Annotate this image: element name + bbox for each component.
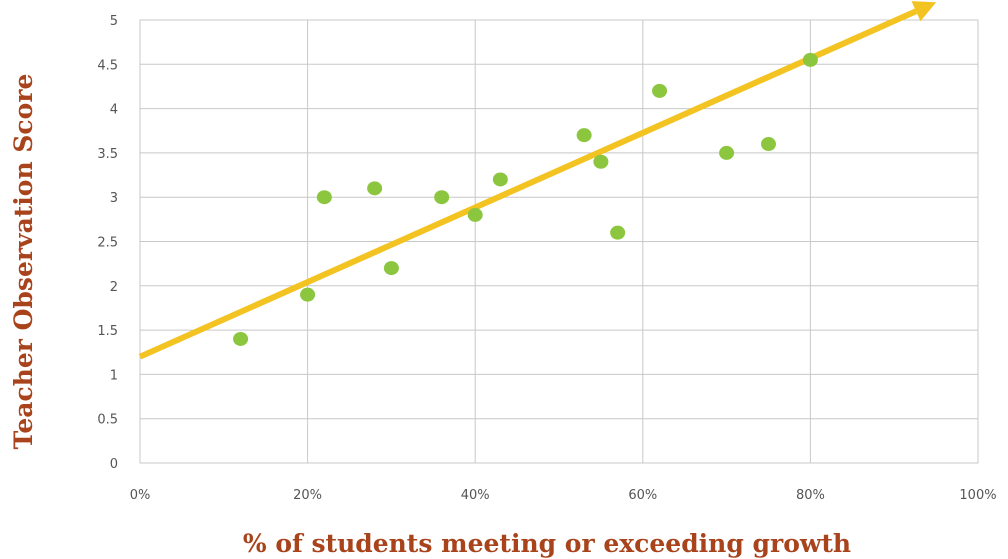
x-axis-ticks: 0% 20% 40% 60% 80% 100% <box>130 488 997 503</box>
data-point <box>719 145 735 160</box>
data-point <box>492 172 508 187</box>
x-axis-title: % of students meeting or exceeding growt… <box>243 529 851 558</box>
data-point <box>610 225 626 240</box>
data-point <box>802 52 818 67</box>
y-tick-label: 0.5 <box>97 413 118 428</box>
data-point <box>761 137 776 152</box>
trendline-arrowhead <box>911 1 937 22</box>
x-tick-label: 0% <box>130 488 151 503</box>
y-tick-label: 4 <box>110 103 118 118</box>
y-tick-label: 5 <box>110 14 118 29</box>
data-point <box>576 128 592 143</box>
data-points <box>233 52 818 346</box>
data-point <box>467 207 483 222</box>
data-point <box>652 83 668 98</box>
y-axis-ticks: 0 0.5 1 1.5 2 2.5 3 3.5 4 4.5 5 <box>97 14 118 472</box>
data-point <box>367 181 383 196</box>
y-axis-title: Teacher Observation Score <box>9 74 38 450</box>
x-tick-label: 80% <box>796 488 825 503</box>
x-tick-label: 20% <box>293 488 322 503</box>
trendline <box>138 1 937 360</box>
data-point <box>316 190 332 205</box>
y-tick-label: 1 <box>110 368 118 383</box>
data-point <box>593 154 609 169</box>
y-tick-label: 2.5 <box>97 236 118 251</box>
x-tick-label: 60% <box>628 488 657 503</box>
y-gridlines <box>140 19 978 464</box>
x-gridlines <box>139 20 979 463</box>
y-tick-label: 0 <box>110 457 118 472</box>
y-tick-label: 1.5 <box>97 324 118 339</box>
trendline-line <box>138 8 918 360</box>
x-tick-label: 40% <box>461 488 490 503</box>
data-point <box>383 261 399 276</box>
y-tick-label: 3.5 <box>97 147 118 162</box>
y-tick-label: 4.5 <box>97 58 118 73</box>
y-tick-label: 2 <box>110 280 118 295</box>
data-point <box>434 190 450 205</box>
y-tick-label: 3 <box>110 191 118 206</box>
x-tick-label: 100% <box>959 488 996 503</box>
data-point <box>233 331 249 346</box>
data-point <box>300 287 316 302</box>
